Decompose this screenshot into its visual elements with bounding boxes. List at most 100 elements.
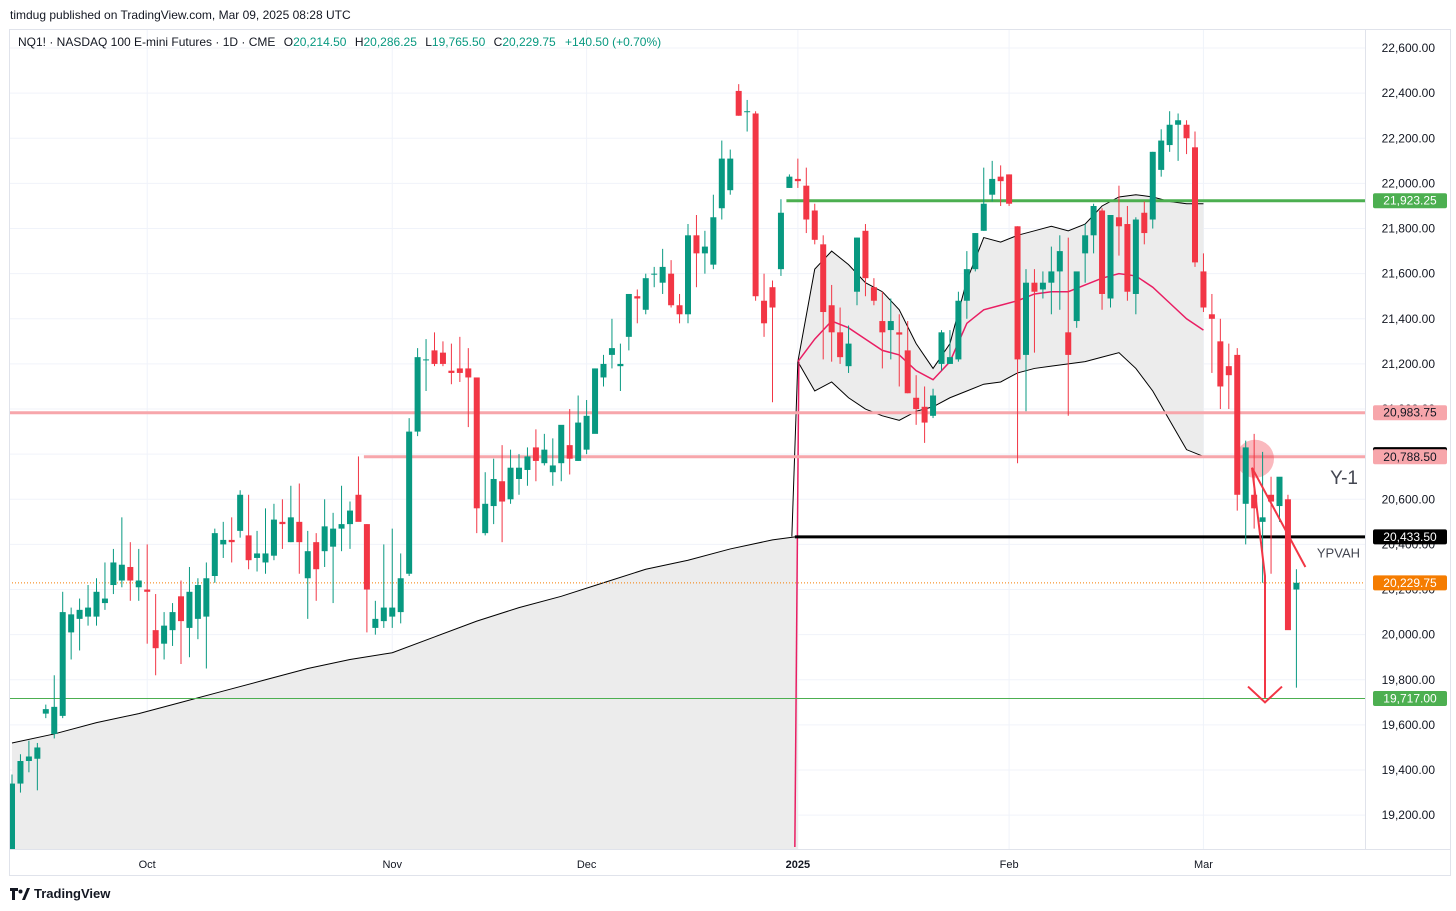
vwap-band-fill (797, 194, 1204, 457)
anchor-jump-line (791, 361, 799, 537)
candle-body (25, 756, 32, 762)
candle-body (42, 709, 49, 714)
candle-body (93, 591, 100, 617)
candle-body (1217, 341, 1224, 387)
symbol-legend[interactable]: NQ1! · NASDAQ 100 E-mini Futures · 1D · … (18, 35, 661, 49)
candle-body (642, 278, 649, 310)
candle-body (854, 237, 860, 292)
candle-body (625, 293, 632, 337)
candle-body (549, 465, 556, 473)
candle-body (1276, 476, 1283, 507)
candle-body (946, 357, 953, 364)
candle-body (127, 566, 134, 581)
annotation-y1: Y-1 (1330, 468, 1358, 489)
candle-body (786, 176, 793, 188)
candle-body (558, 424, 565, 464)
projection-arrowhead (1247, 685, 1283, 704)
candle-body (1031, 282, 1038, 292)
candle-body (921, 406, 928, 423)
chart-frame[interactable] (9, 29, 1451, 876)
y-tick-label: 21,400.00 (1382, 312, 1436, 326)
candle-body (1048, 271, 1055, 283)
candle-body (1014, 226, 1021, 360)
candle-body (380, 607, 387, 622)
candle-body (1065, 332, 1072, 355)
projection-arrow-down (1251, 467, 1266, 698)
candle-body (237, 494, 244, 531)
x-tick-label: Feb (1000, 859, 1019, 871)
change-value: +140.50 (+0.70%) (565, 35, 662, 49)
price-label-box (1373, 405, 1447, 421)
candle-body (566, 445, 573, 459)
candle-body (363, 524, 370, 590)
open-value: 20,214.50 (293, 35, 347, 49)
candle-body (414, 357, 421, 432)
candle-body (1183, 124, 1190, 139)
avwap-fill (12, 536, 798, 849)
candle-body (431, 350, 438, 364)
candle-body (465, 368, 472, 378)
publisher-credit: timdug published on TradingView.com, Mar… (10, 8, 351, 22)
candle-body (980, 203, 987, 231)
symbol-title[interactable]: NQ1! · NASDAQ 100 E-mini Futures · 1D · … (18, 35, 276, 49)
candle-body (211, 533, 218, 576)
price-label-text: 19,717.00 (1383, 692, 1437, 706)
candle-body (524, 456, 531, 470)
x-tick-label: Nov (382, 859, 402, 871)
candle-body (938, 332, 945, 364)
candle-body (330, 528, 337, 547)
candle-body (1099, 210, 1106, 294)
candle-body (1082, 235, 1089, 254)
candle-body (490, 478, 497, 507)
candle-body (676, 305, 683, 315)
candle-body (397, 578, 404, 613)
x-tick-label: Oct (139, 859, 156, 871)
annotation-ypvah: YPVAH (1317, 545, 1360, 560)
price-label-box (1373, 691, 1447, 707)
candle-body (144, 589, 151, 592)
candle-body (955, 300, 962, 360)
tradingview-footer[interactable]: TradingView (10, 886, 110, 901)
candle-body (1259, 517, 1266, 522)
candle-body (17, 761, 24, 784)
candle-body (659, 266, 666, 283)
price-label-text: 20,983.75 (1383, 406, 1437, 420)
candle-body (186, 591, 193, 628)
y-tick-label: 19,400.00 (1382, 763, 1436, 777)
candle-body (634, 296, 641, 299)
candle-body (1124, 224, 1131, 292)
y-tick-label: 22,200.00 (1382, 131, 1436, 145)
candle-body (1073, 271, 1080, 322)
candle-body (203, 578, 210, 617)
candle-body (355, 494, 362, 522)
y-tick-label: 20,000.00 (1382, 628, 1436, 642)
candle-body (972, 233, 979, 270)
candle-body (448, 370, 455, 373)
candle-body (1192, 147, 1198, 263)
anchor-jump-line (794, 361, 800, 848)
candle-body (1175, 120, 1182, 125)
candle-body (279, 521, 286, 525)
candle-body (904, 350, 911, 394)
projection-arrow-up (1251, 467, 1307, 568)
candle-body (963, 269, 970, 301)
candle-body (34, 747, 41, 759)
low-label: L (425, 35, 432, 49)
price-label-text: 20,433.50 (1383, 530, 1437, 544)
candle-body (85, 607, 92, 617)
price-label-box (1373, 449, 1447, 465)
candle-body (583, 415, 590, 450)
candle-body (59, 612, 66, 716)
candle-body (685, 235, 691, 315)
candle-body (1284, 499, 1291, 631)
candle-body (372, 618, 379, 628)
tradingview-brand: TradingView (34, 886, 111, 901)
candle-body (1166, 124, 1173, 146)
candle-body (820, 244, 827, 313)
candle-body (913, 397, 920, 410)
candle-body (1268, 494, 1275, 502)
candle-body (777, 212, 784, 270)
candle-body (1023, 282, 1029, 355)
vwap-lower-line (797, 352, 1204, 457)
